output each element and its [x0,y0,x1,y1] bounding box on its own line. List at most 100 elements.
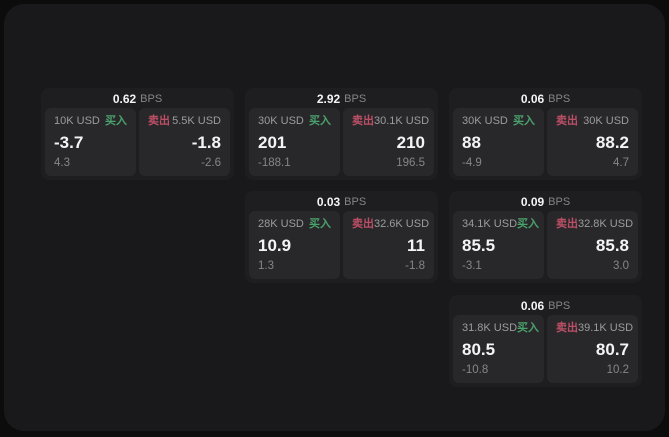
app-window: 0.62 BPS 10K USD 买入 -3.7 4.3 卖出 5.5K USD… [4,4,665,431]
sell-panel[interactable]: 卖出 5.5K USD -1.8 -2.6 [139,108,230,176]
sell-tag: 卖出 [352,218,374,230]
buy-price: 85.5 [462,235,496,255]
sell-panel[interactable]: 卖出 30.1K USD 210 196.5 [343,108,434,176]
buy-delta: 1.3 [258,259,274,272]
bps-value: 0.03 [316,194,341,209]
buy-tag: 买入 [517,322,540,334]
bps-card: 0.09 BPS 34.1K USD 买入 85.5 -3.1 卖出 32.8K… [449,191,642,283]
bps-header: 0.06 BPS [449,88,642,108]
bps-header: 0.09 BPS [449,191,642,211]
buy-panel[interactable]: 30K USD 买入 88 -4.9 [453,108,544,176]
sell-price: -1.8 [191,132,221,152]
sell-panel[interactable]: 卖出 30K USD 88.2 4.7 [547,108,638,176]
sell-delta: 3.0 [613,259,629,272]
buy-panel[interactable]: 30K USD 买入 201 -188.1 [249,108,340,176]
buy-tag: 买入 [309,115,331,127]
buy-panel-top: 28K USD 买入 [258,219,331,230]
bps-card: 0.06 BPS 30K USD 买入 88 -4.9 卖出 30K USD 8… [449,88,642,180]
sell-tag: 卖出 [352,115,374,127]
buy-price: 10.9 [258,235,292,255]
sell-price: 88.2 [595,132,629,152]
sell-panel-top: 卖出 5.5K USD [148,116,221,127]
sell-delta: 4.7 [613,156,629,169]
buy-amount: 31.8K USD [462,322,518,334]
sell-panel[interactable]: 卖出 32.6K USD 11 -1.8 [343,211,434,279]
bps-unit-label: BPS [344,92,367,105]
buy-delta: -10.8 [462,363,489,376]
bps-unit-label: BPS [548,195,571,208]
sell-panel-top: 卖出 30.1K USD [352,115,429,127]
buy-amount: 30K USD [258,115,304,127]
buy-panel[interactable]: 31.8K USD 买入 80.5 -10.8 [453,315,544,383]
sell-tag: 卖出 [556,322,578,334]
bps-value: 0.06 [520,298,545,313]
sell-delta: -1.8 [405,259,425,272]
buy-delta: -3.1 [462,259,482,272]
buy-delta: -4.9 [462,156,482,169]
sell-amount: 39.1K USD [578,322,634,334]
buy-price: 80.5 [462,339,496,359]
sell-panel-top: 卖出 39.1K USD [556,322,633,334]
sell-amount: 5.5K USD [172,115,221,127]
buy-tag: 买入 [309,218,331,230]
buy-panel-top: 30K USD 买入 [462,116,535,127]
buy-amount: 30K USD [462,115,508,127]
sell-delta: 196.5 [396,156,425,169]
bps-card: 2.92 BPS 30K USD 买入 201 -188.1 卖出 30.1K … [245,88,438,180]
quote-panels: 10K USD 买入 -3.7 4.3 卖出 5.5K USD -1.8 -2.… [41,108,234,176]
buy-price: 88 [462,132,481,152]
bps-unit-label: BPS [344,195,367,208]
buy-tag: 买入 [517,218,540,230]
sell-amount: 32.6K USD [374,218,430,230]
quote-panels: 31.8K USD 买入 80.5 -10.8 卖出 39.1K USD 80.… [449,315,642,383]
sell-delta: 10.2 [606,363,629,376]
sell-price: 80.7 [595,339,629,359]
sell-price: 11 [407,235,425,255]
buy-panel-top: 34.1K USD 买入 [462,218,539,230]
sell-panel[interactable]: 卖出 39.1K USD 80.7 10.2 [547,315,638,383]
buy-delta: -188.1 [258,156,291,169]
sell-amount: 32.8K USD [578,218,634,230]
buy-tag: 买入 [513,115,535,127]
bps-value: 0.62 [112,91,137,106]
bps-header: 0.03 BPS [245,191,438,211]
buy-amount: 10K USD [54,115,100,127]
buy-amount: 34.1K USD [462,218,518,230]
bps-header: 2.92 BPS [245,88,438,108]
buy-panel[interactable]: 28K USD 买入 10.9 1.3 [249,211,340,279]
bps-value: 0.06 [520,91,545,106]
buy-panel-top: 31.8K USD 买入 [462,322,539,334]
bps-unit-label: BPS [140,92,163,105]
sell-tag: 卖出 [148,115,170,127]
sell-tag: 卖出 [556,218,578,230]
sell-delta: -2.6 [201,156,221,169]
bps-header: 0.62 BPS [41,88,234,108]
buy-panel-top: 10K USD 买入 [54,116,127,127]
buy-panel[interactable]: 10K USD 买入 -3.7 4.3 [45,108,136,176]
quote-panels: 30K USD 买入 201 -188.1 卖出 30.1K USD 210 1… [245,108,438,176]
sell-panel-top: 卖出 32.8K USD [556,218,633,230]
quote-panels: 30K USD 买入 88 -4.9 卖出 30K USD 88.2 4.7 [449,108,642,176]
buy-panel-top: 30K USD 买入 [258,116,331,127]
buy-panel[interactable]: 34.1K USD 买入 85.5 -3.1 [453,211,544,279]
bps-value: 2.92 [316,91,341,106]
buy-price: 201 [258,132,287,152]
sell-amount: 30.1K USD [374,115,430,127]
bps-header: 0.06 BPS [449,295,642,315]
bps-card: 0.03 BPS 28K USD 买入 10.9 1.3 卖出 32.6K US… [245,191,438,283]
quote-panels: 34.1K USD 买入 85.5 -3.1 卖出 32.8K USD 85.8… [449,211,642,279]
buy-tag: 买入 [105,115,127,127]
quote-panels: 28K USD 买入 10.9 1.3 卖出 32.6K USD 11 -1.8 [245,211,438,279]
sell-panel-top: 卖出 32.6K USD [352,218,429,230]
buy-delta: 4.3 [54,156,70,169]
sell-price: 85.8 [595,235,629,255]
sell-amount: 30K USD [583,115,629,127]
sell-panel[interactable]: 卖出 32.8K USD 85.8 3.0 [547,211,638,279]
bps-card: 0.06 BPS 31.8K USD 买入 80.5 -10.8 卖出 39.1… [449,295,642,387]
buy-amount: 28K USD [258,218,304,230]
sell-tag: 卖出 [556,115,578,127]
bps-unit-label: BPS [548,92,571,105]
bps-value: 0.09 [520,194,545,209]
sell-price: 210 [396,132,425,152]
